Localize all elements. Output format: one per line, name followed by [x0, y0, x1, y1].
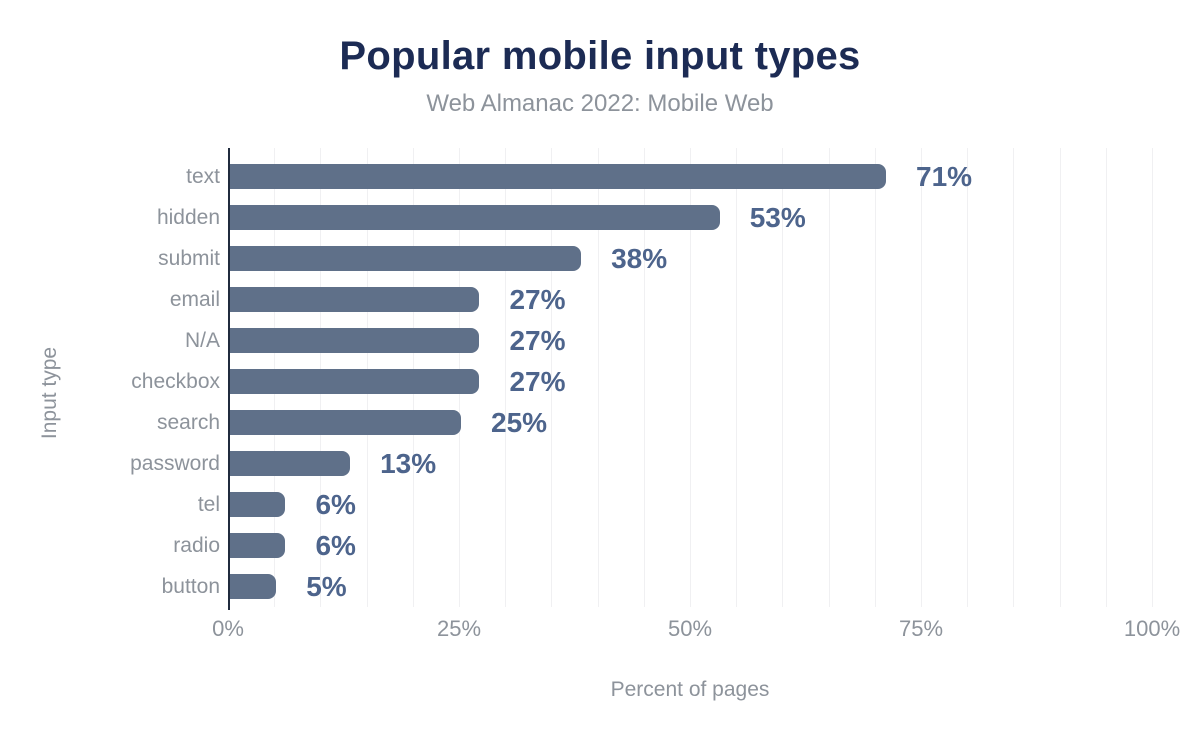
value-label: 25% [491, 406, 548, 438]
bar [230, 410, 461, 435]
bar [230, 205, 720, 230]
value-label: 6% [315, 488, 356, 520]
value-label: 27% [509, 283, 566, 315]
plot-area: text 71% hidden 53% submit 38% email 27% N/A 27% c… [130, 148, 1163, 610]
category-label: radio [173, 533, 220, 557]
gridline [1059, 148, 1061, 607]
bar-row: text 71% [186, 156, 1163, 197]
bar-row: checkbox 27% [131, 361, 1163, 402]
gridline [828, 148, 830, 607]
value-label: 38% [611, 242, 668, 274]
bar-row: radio 6% [173, 525, 1163, 566]
bar-row: N/A 27% [185, 320, 1163, 361]
bar-row: hidden 53% [157, 197, 1163, 238]
value-label: 71% [916, 160, 973, 192]
category-label: hidden [156, 205, 220, 229]
bar-row: email 27% [170, 279, 1163, 320]
bar-rows: text 71% hidden 53% submit 38% email 27% N/A 27% c… [130, 148, 1163, 607]
gridline [782, 148, 784, 607]
category-label: N/A [184, 328, 220, 352]
gridline [643, 148, 645, 607]
x-tick-label: 50% [667, 616, 713, 641]
value-label: 13% [380, 447, 437, 479]
category-label: text [186, 164, 220, 188]
gridline [597, 148, 599, 607]
bar-row: search 25% [157, 402, 1163, 443]
gridline [551, 148, 553, 607]
value-label: 53% [749, 201, 806, 233]
category-label: button [161, 574, 220, 598]
chart-title: Popular mobile input types [339, 34, 861, 78]
value-label: 5% [306, 570, 347, 602]
value-label: 27% [509, 324, 566, 356]
y-axis-line [228, 148, 230, 610]
bar-row: submit 38% [158, 238, 1163, 279]
x-axis-title: Percent of pages [610, 678, 770, 701]
x-tick-label: 0% [212, 616, 244, 641]
category-label: submit [158, 246, 220, 270]
gridline [736, 148, 738, 607]
category-label: tel [197, 492, 220, 516]
category-label: email [169, 287, 220, 311]
x-tick-label: 25% [436, 616, 482, 641]
gridline [921, 148, 922, 607]
bar [230, 369, 480, 394]
bar [230, 451, 351, 476]
x-tick-label: 100% [1123, 616, 1181, 641]
value-label: 27% [509, 365, 566, 397]
value-label: 6% [315, 529, 356, 561]
gridline [874, 148, 876, 607]
gridline [1105, 148, 1107, 607]
y-axis-title: Input type [38, 346, 61, 440]
bar-row: tel 6% [198, 484, 1163, 525]
chart-subtitle: Web Almanac 2022: Mobile Web [426, 90, 774, 117]
category-label: search [156, 410, 220, 434]
x-tick-label: 75% [898, 616, 944, 641]
bar [230, 328, 480, 353]
bar [230, 246, 582, 271]
bar [230, 533, 286, 558]
category-label: password [130, 451, 220, 475]
gridline [505, 148, 507, 607]
gridline [690, 148, 691, 607]
gridline [1013, 148, 1015, 607]
bar [230, 164, 887, 189]
bar [230, 574, 277, 599]
category-label: checkbox [131, 369, 220, 393]
gridline [967, 148, 969, 607]
bar [230, 492, 286, 517]
bar [230, 287, 480, 312]
gridline [1152, 148, 1153, 607]
bar-row: button 5% [162, 566, 1163, 607]
bar-row: password 13% [130, 443, 1163, 484]
